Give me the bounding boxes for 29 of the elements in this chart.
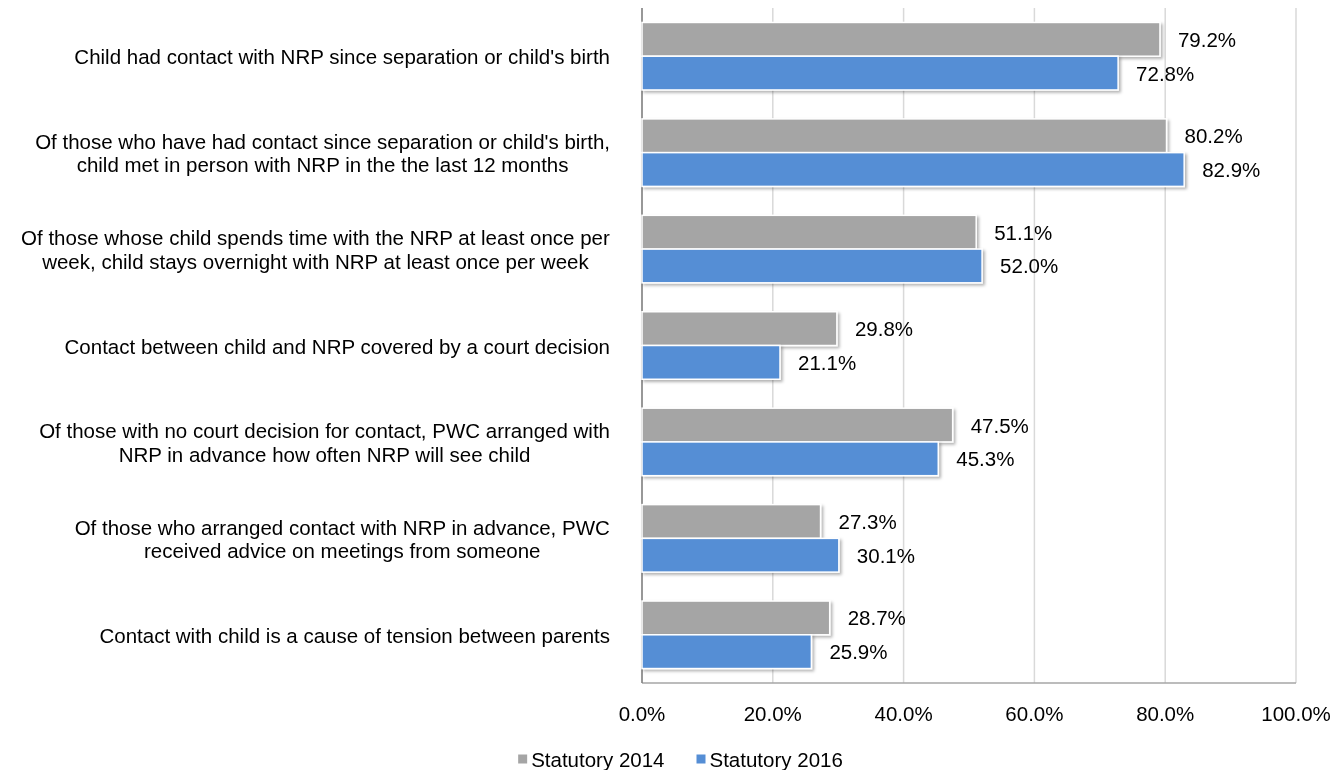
data-label: 80.2% <box>1184 124 1243 148</box>
y-tick-label: Contact with child is a cause of tension between parents <box>99 623 610 647</box>
x-tick-label: 40.0% <box>874 701 933 725</box>
data-label: 28.7% <box>847 606 906 630</box>
legend-label: Statutory 2014 <box>531 747 665 770</box>
x-tick-label: 20.0% <box>743 701 802 725</box>
x-tick-label: 0.0% <box>618 701 666 725</box>
data-label: 25.9% <box>829 640 888 664</box>
x-tick-label: 100.0% <box>1261 701 1331 725</box>
data-label: 29.8% <box>854 317 914 341</box>
y-tick-label: Of those who arranged contact with NRP in advance, PWC received advice on meetings from someone <box>74 515 611 562</box>
x-tick-label: 80.0% <box>1136 701 1195 725</box>
y-tick-label: Of those with no court decision for contact, PWC arranged with NRP in advance how often NRP will see child <box>39 418 611 466</box>
data-label: 27.3% <box>838 509 897 533</box>
data-label: 47.5% <box>970 413 1029 437</box>
data-label: 72.8% <box>1136 61 1195 85</box>
data-label: 51.1% <box>994 220 1053 244</box>
legend-label: Statutory 2016 <box>709 747 843 770</box>
data-label: 52.0% <box>1000 254 1059 278</box>
x-tick-label: 60.0% <box>1005 701 1064 725</box>
y-tick-label: Of those who have had contact since separation or child's birth, child met in person with NRP in the the last 12 months <box>35 129 610 176</box>
data-label: 45.3% <box>956 447 1015 471</box>
y-tick-label: Child had contact with NRP since separation or child's birth <box>74 44 610 68</box>
data-label: 79.2% <box>1177 27 1237 51</box>
y-tick-label: Contact between child and NRP covered by a court decision <box>64 334 610 357</box>
data-label: 30.1% <box>856 543 915 567</box>
y-tick-label: Of those whose child spends time with the NRP at least once per week, child stays overnight with NRP at least once per week <box>21 225 610 273</box>
data-label: 21.1% <box>797 350 857 374</box>
data-label: 82.9% <box>1202 158 1261 182</box>
